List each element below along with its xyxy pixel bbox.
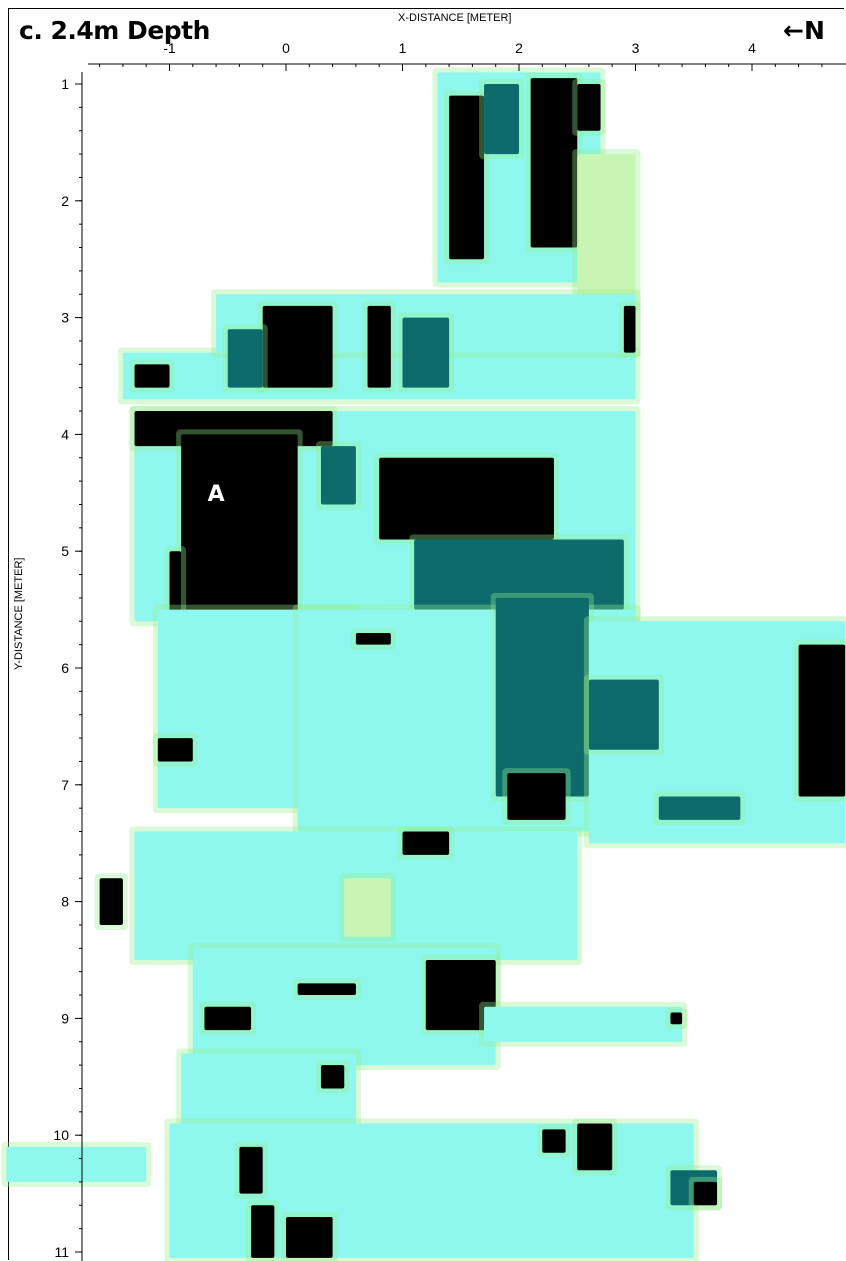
heatmap-cell-peak [577, 1123, 613, 1171]
heatmap-cell-peak [623, 305, 636, 353]
y-tick-label: 7 [61, 777, 69, 793]
y-tick-label: 3 [61, 310, 69, 326]
heatmap-cell-peak [204, 1006, 252, 1031]
north-arrow-label: ←N [783, 16, 825, 45]
heatmap-cell-peak [577, 84, 601, 131]
x-axis-label: X-DISTANCE [METER] [398, 12, 512, 24]
heatmap-cell-low [344, 878, 391, 937]
heatmap-cell-peak [286, 1216, 333, 1258]
heatmap-cell-mid [6, 1146, 147, 1182]
y-tick-label: 8 [61, 894, 69, 910]
heatmap-cell-peak [251, 1205, 275, 1258]
x-tick-label: 1 [399, 40, 407, 56]
heatmap-cell-high [495, 597, 589, 797]
heatmap-cell-peak [693, 1181, 718, 1206]
heatmap-cell-peak [297, 983, 356, 996]
x-tick-label: 4 [748, 40, 756, 56]
heatmap-cell-peak [262, 305, 333, 388]
y-tick-label: 6 [61, 660, 69, 676]
heatmap-cell-low [577, 154, 636, 306]
heatmap-cell-mid [181, 1053, 356, 1136]
heatmap-cell-peak [530, 78, 578, 248]
x-tick-label: 3 [632, 40, 640, 56]
x-tick-label: 2 [515, 40, 523, 56]
heatmap-cell-high [658, 796, 741, 820]
panel-title: c. 2.4m Depth [19, 16, 210, 45]
heatmap-cell-high [402, 317, 450, 388]
heatmap-cell-high [414, 539, 624, 610]
heatmap-cell-high [227, 329, 263, 388]
heatmap-cell-peak [320, 1065, 345, 1089]
heatmap-cell-peak [542, 1129, 566, 1153]
y-tick-label: 10 [53, 1127, 69, 1143]
heatmap-cell-peak [239, 1146, 263, 1194]
heatmap-cell-peak [670, 1012, 683, 1025]
y-tick-label: 5 [61, 543, 69, 559]
heatmap-cell-peak [355, 632, 391, 645]
annotations: A [208, 482, 225, 507]
heatmap-cell-peak [425, 960, 496, 1031]
heatmap-cell-high [320, 446, 356, 505]
heatmap-cell-high [484, 84, 519, 155]
heatmap-cell-peak [449, 95, 485, 260]
heatmap-cell-high [588, 679, 659, 750]
heatmap-cell-mid [192, 948, 496, 1066]
heatmap-cell-peak [99, 878, 123, 925]
x-tick-label: 0 [282, 40, 290, 56]
plot-frame [8, 8, 844, 1260]
y-tick-label: 1 [61, 76, 69, 92]
y-tick-label: 2 [61, 193, 69, 209]
x-tick-label: -1 [163, 40, 176, 56]
y-tick-label: 4 [61, 426, 69, 442]
heatmap-cell-peak [798, 644, 846, 797]
heatmap-cell-peak [402, 831, 450, 855]
heatmap-cell-peak [379, 457, 554, 540]
heatmap-cell-mid [484, 1006, 683, 1042]
heatmap-cell-peak [507, 773, 566, 820]
y-axis-label: Y-DISTANCE [METER] [13, 557, 25, 670]
heatmap-cell-mid [588, 621, 846, 844]
heatmap-cells [1, 67, 846, 1261]
y-tick-label: 11 [54, 1244, 69, 1260]
y-tick-label: 9 [61, 1010, 69, 1026]
heatmap-cell-peak [367, 305, 391, 388]
heatmap-cell-peak [157, 738, 193, 762]
heatmap-cell-peak [134, 364, 170, 388]
axes: -1 0 1 2 3 4 1 2 3 4 5 6 7 8 9 10 11 [53, 40, 846, 1261]
anomaly-label: A [208, 482, 225, 507]
